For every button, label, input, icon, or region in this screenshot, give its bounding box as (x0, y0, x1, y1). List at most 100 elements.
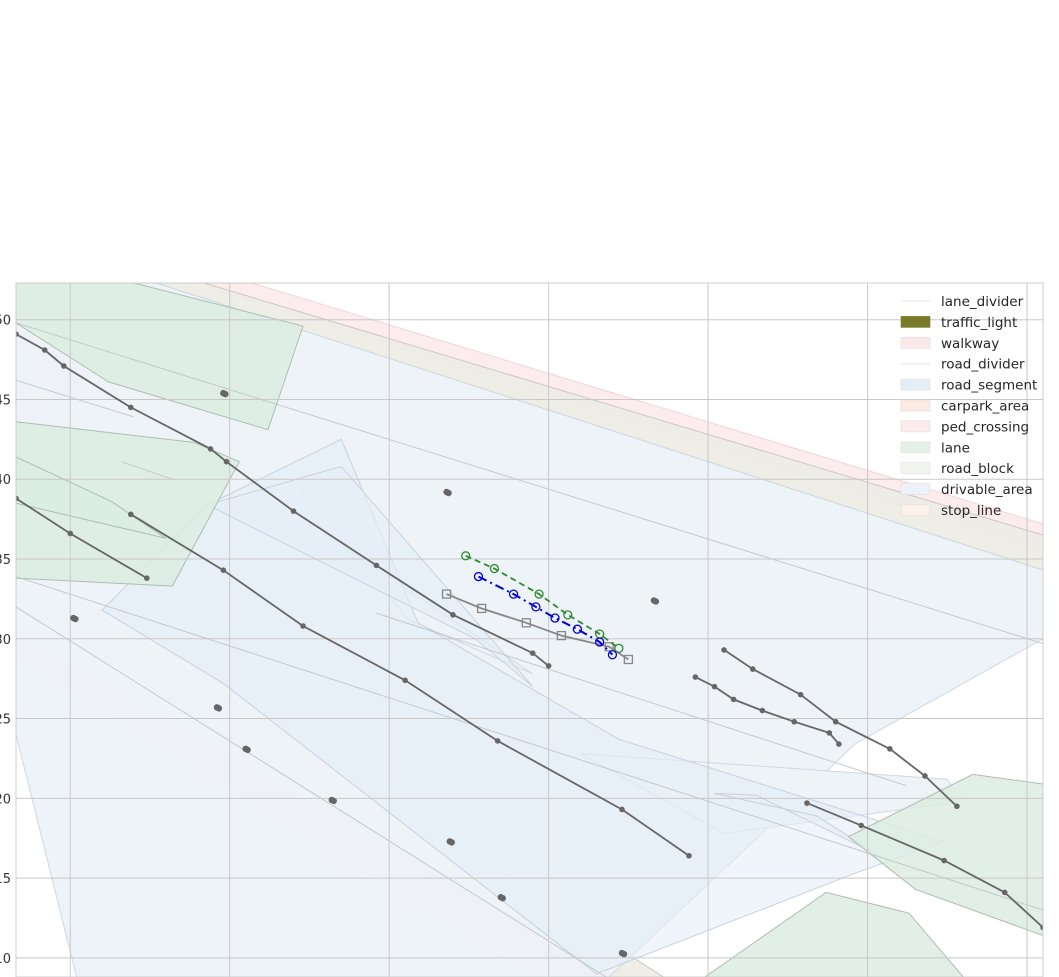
series-blue-dashdot-circles (473, 571, 618, 660)
data-point (759, 707, 766, 714)
data-point (473, 571, 484, 582)
data-point (300, 623, 306, 629)
data-point (330, 797, 337, 805)
y-tick-label: 10 (0, 952, 11, 967)
y-tick-label: 15 (0, 872, 11, 887)
data-point (545, 663, 552, 669)
series-line (465, 554, 620, 650)
data-point (534, 589, 544, 599)
data-point (832, 718, 839, 725)
data-point (730, 696, 737, 703)
series-gray-solid-dots (16, 331, 552, 669)
legend-label: traffic_light (941, 315, 1017, 331)
y-tick-label: 40 (0, 473, 11, 488)
data-point (373, 562, 380, 569)
data-point (614, 643, 624, 653)
data-point (858, 822, 865, 829)
lane-divider-line (16, 606, 607, 977)
data-point (489, 563, 500, 574)
legend-label: walkway (941, 336, 999, 352)
data-point (607, 650, 618, 660)
legend-item-stop-line: stop_line (900, 503, 1001, 519)
data-point (223, 458, 230, 465)
legend-label: stop_line (941, 503, 1001, 519)
data-point (529, 650, 536, 656)
data-point (572, 624, 582, 634)
data-point (550, 613, 560, 623)
legend-swatch (900, 504, 931, 516)
legend-label: road_segment (941, 378, 1037, 394)
legend-item-road-block: road_block (900, 461, 1014, 477)
legend-label: lane (941, 440, 970, 456)
data-point (1040, 924, 1043, 931)
legend-swatch (900, 441, 931, 454)
data-point (954, 803, 960, 810)
y-tick-label: 45 (0, 393, 11, 408)
data-point (461, 551, 471, 561)
legend-swatch (900, 378, 931, 391)
lane-polygon (704, 891, 964, 977)
data-point (652, 598, 660, 605)
series-gray-solid-dots (128, 511, 692, 859)
data-point (692, 674, 699, 680)
legend-label: carpark_area (941, 399, 1029, 415)
legend-item-road-segment: road_segment (900, 378, 1037, 394)
data-point (402, 677, 408, 684)
data-point (143, 575, 150, 581)
y-tick-label: 50 (0, 314, 11, 329)
legend-label: road_block (941, 461, 1014, 477)
data-point (521, 618, 531, 628)
legend-item-lane: lane (900, 440, 970, 456)
series-line (446, 593, 629, 661)
data-point (1001, 889, 1008, 896)
legend-swatch (900, 336, 931, 349)
legend-item-walkway: walkway (900, 336, 999, 352)
data-point (128, 404, 134, 411)
legend-item-traffic-light: traffic_light (900, 315, 1017, 331)
legend-item-drivable-area: drivable_area (900, 482, 1033, 498)
legend-item-road-divider: road_divider (901, 357, 1025, 373)
data-point (448, 839, 455, 846)
data-point (41, 347, 48, 353)
lane-divider-line (121, 461, 173, 480)
map-layers (16, 283, 1043, 977)
legend-label: drivable_area (941, 482, 1033, 498)
plot-frame (15, 282, 1044, 977)
data-point (804, 800, 810, 806)
y-tick-labels: 10 15 20 25 30 35 40 45 50 (0, 314, 11, 967)
data-point (711, 683, 718, 690)
data-point (128, 511, 134, 518)
data-point (16, 495, 19, 502)
data-point (450, 612, 456, 618)
series-gray-solid-dots (804, 800, 1043, 931)
data-point (222, 390, 229, 398)
series-gray-solid-dots (692, 674, 842, 747)
legend-swatch (900, 462, 931, 475)
y-tick-label: 20 (0, 792, 11, 807)
data-point (207, 446, 214, 452)
data-point (623, 654, 634, 665)
legend-item-carpark-area: carpark_area (900, 399, 1029, 415)
legend-item-ped-crossing: ped_crossing (900, 419, 1029, 435)
series-gray-isolated-dots (70, 389, 660, 958)
data-point (508, 589, 519, 599)
data-point (686, 852, 692, 859)
data-point (72, 615, 79, 623)
data-point (441, 589, 452, 599)
data-point (836, 741, 842, 747)
data-point (61, 363, 67, 369)
data-point (16, 331, 19, 337)
data-point (215, 705, 223, 712)
lane-divider-line (376, 612, 907, 787)
data-point (620, 950, 628, 958)
data-point (556, 630, 567, 641)
data-point (797, 691, 804, 698)
legend-swatch (900, 483, 931, 495)
data-point (595, 637, 605, 647)
trajectory-series (16, 331, 1043, 958)
lane-divider-line (16, 322, 1043, 645)
lane-polygon (16, 421, 240, 587)
series-gray-solid-dots (721, 647, 960, 810)
data-point (941, 857, 947, 864)
